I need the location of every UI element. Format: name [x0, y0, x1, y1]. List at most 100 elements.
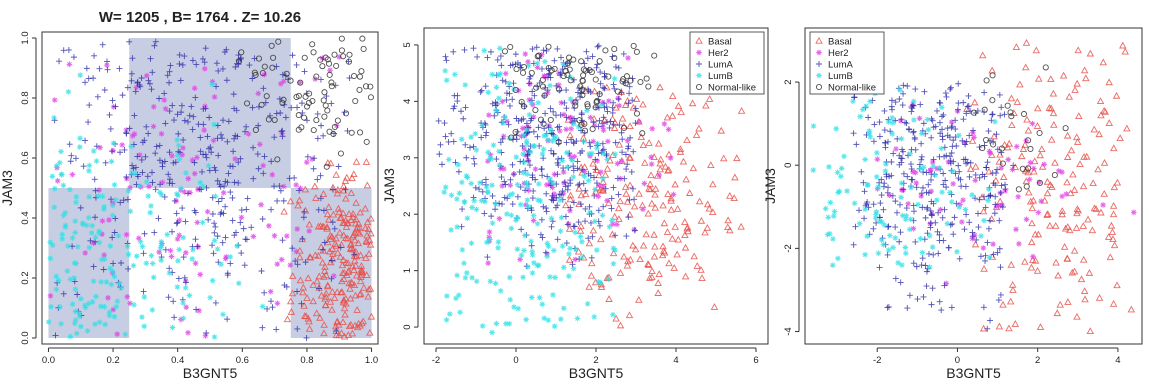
- point-basal-2-194: [622, 189, 630, 197]
- point-luma-3-135: [976, 174, 983, 181]
- point-lumb-3-16: [850, 98, 856, 105]
- point-normal-like-1-1: [261, 63, 268, 70]
- point-luma-2-382: [570, 163, 577, 170]
- point-her2-2-54: [567, 207, 573, 214]
- point-luma-1-213: [206, 167, 213, 174]
- point-basal-2-57: [717, 126, 726, 134]
- point-luma-1-350: [134, 80, 141, 87]
- point-luma-1-338: [249, 104, 256, 111]
- point-luma-2-311: [514, 193, 521, 200]
- point-luma-3-336: [910, 202, 917, 209]
- point-lumb-1-179: [109, 268, 116, 275]
- point-normal-like-2-60: [513, 66, 520, 73]
- point-lumb-2-80: [531, 260, 537, 266]
- shaded-region-2: [129, 38, 291, 188]
- point-lumb-3-59: [867, 134, 874, 140]
- point-luma-1-379: [246, 62, 253, 69]
- point-luma-1-31: [320, 207, 327, 214]
- point-normal-like-2-34: [584, 101, 591, 108]
- point-lumb-3-4: [908, 184, 914, 191]
- legend-label: Basal: [708, 37, 732, 48]
- point-basal-1-150: [339, 318, 347, 325]
- point-lumb-3-61: [835, 255, 841, 262]
- point-luma-3-241: [952, 126, 959, 133]
- point-luma-3-311: [935, 250, 942, 257]
- point-basal-3-6: [1059, 71, 1068, 79]
- point-luma-1-201: [222, 234, 229, 241]
- point-luma-1-61: [314, 176, 321, 183]
- point-luma-3-62: [914, 296, 921, 303]
- point-basal-1-201: [348, 262, 357, 270]
- point-normal-like-2-legend: [695, 83, 703, 91]
- point-basal-3-52: [1094, 165, 1102, 173]
- point-normal-like-3-22: [999, 160, 1006, 167]
- point-basal-1-160: [320, 321, 328, 328]
- point-her2-3-57: [1031, 165, 1037, 172]
- point-luma-1-306: [282, 114, 289, 121]
- point-lumb-2-142: [599, 212, 606, 219]
- point-lumb-2-131: [610, 311, 616, 318]
- point-basal-3-37: [1123, 124, 1131, 132]
- x-tick-label: 0.0: [42, 355, 55, 366]
- point-basal-3-48: [1049, 109, 1058, 117]
- point-luma-1-215: [147, 55, 154, 62]
- chart-panel-1: 0.0 0.2 0.4 0.6 0.8 1.00.00.20.40.60.81.0B3GN…: [0, 31, 379, 381]
- point-lumb-1-32: [111, 313, 118, 320]
- point-basal-3-139: [1034, 230, 1043, 238]
- point-basal-1-175: [315, 272, 323, 280]
- point-lumb-3-57: [887, 232, 893, 239]
- point-luma-1-202: [289, 245, 296, 252]
- point-basal-2-81: [671, 223, 680, 230]
- point-lumb-1-82: [227, 254, 234, 260]
- point-lumb-2-34: [535, 99, 542, 106]
- point-basal-1-131: [294, 201, 302, 209]
- point-lumb-2-136: [522, 232, 528, 239]
- point-luma-1-309: [243, 123, 250, 130]
- point-lumb-2-190: [497, 288, 504, 294]
- point-lumb-2-69: [597, 279, 604, 286]
- point-lumb-3-70: [885, 119, 892, 125]
- point-basal-3-5: [1038, 145, 1046, 153]
- x-tick-label: 1.0: [365, 355, 378, 366]
- point-normal-like-3-4: [1004, 102, 1011, 109]
- point-lumb-3-81: [969, 192, 975, 198]
- point-basal-1-200: [346, 294, 355, 302]
- point-her2-3-29: [910, 225, 917, 232]
- point-lumb-1-112: [93, 158, 100, 164]
- point-lumb-3-22: [981, 217, 987, 224]
- point-her2-3-10: [910, 169, 916, 175]
- point-luma-2-126: [478, 87, 485, 94]
- point-lumb-1-22: [115, 233, 122, 239]
- point-normal-like-2-21: [596, 58, 603, 65]
- point-luma-2-118: [579, 166, 586, 173]
- point-normal-like-2-19: [545, 43, 552, 50]
- point-lumb-2-60: [564, 164, 571, 170]
- point-lumb-2-92: [605, 276, 612, 283]
- point-basal-3-178: [1086, 49, 1095, 57]
- point-luma-3-175: [999, 204, 1006, 211]
- point-lumb-1-172: [212, 193, 219, 200]
- point-luma-1-45: [318, 122, 325, 129]
- point-lumb-2-130: [600, 150, 607, 157]
- point-lumb-2-138: [496, 148, 502, 155]
- point-luma-2-249: [575, 182, 582, 189]
- point-lumb-2-85: [611, 75, 618, 82]
- point-luma-1-274: [225, 170, 232, 177]
- point-luma-2-309: [595, 207, 602, 214]
- point-basal-3-18: [1016, 80, 1024, 88]
- point-her2-2-83: [587, 153, 593, 159]
- point-luma-2-98: [503, 90, 510, 97]
- point-luma-1-121: [214, 233, 221, 240]
- point-normal-like-1-21: [338, 35, 345, 42]
- point-luma-2-77: [484, 254, 491, 261]
- point-basal-1-137: [344, 219, 352, 227]
- point-lumb-1-178: [107, 265, 114, 272]
- point-her2-2-78: [525, 59, 531, 65]
- point-luma-2-254: [559, 66, 566, 73]
- point-luma-2-386: [509, 61, 516, 68]
- point-luma-1-326: [316, 285, 323, 292]
- point-lumb-1-105: [84, 222, 90, 229]
- point-lumb-2-106: [448, 192, 455, 199]
- point-lumb-1-83: [72, 317, 79, 323]
